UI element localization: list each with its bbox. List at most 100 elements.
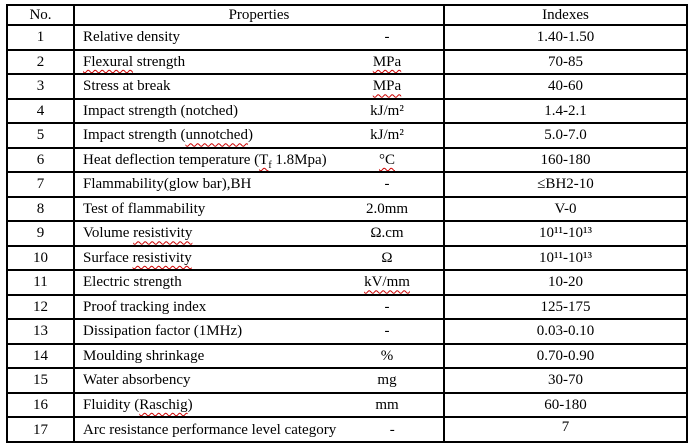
- property-cell: Volume resistivity Ω.cm: [73, 220, 445, 247]
- property-cell: Relative density -: [73, 24, 445, 51]
- property-name: Flexural strength: [83, 53, 186, 70]
- property-cell: Test of flammability 2.0mm: [73, 195, 445, 223]
- table-row: 8 Test of flammability 2.0mm V-0: [6, 195, 688, 223]
- property-unit: -: [389, 421, 395, 438]
- index-value: 30-70: [443, 367, 688, 394]
- property-name: Flammability(glow bar),BH: [83, 176, 252, 193]
- index-value: 160-180: [443, 146, 688, 174]
- col-header-properties: Properties: [73, 4, 445, 26]
- table-row: 1 Relative density - 1.40-1.50: [6, 24, 688, 51]
- property-name: Proof tracking index: [83, 298, 207, 315]
- row-number: 5: [6, 122, 75, 149]
- col-header-indexes: Indexes: [443, 4, 688, 26]
- row-number: 2: [6, 48, 75, 76]
- table-row: 3 Stress at break MPa 40-60: [6, 73, 688, 100]
- index-value: 1.40-1.50: [443, 24, 688, 51]
- property-unit: %: [380, 347, 394, 364]
- property-cell: Impact strength (unnotched) kJ/m²: [73, 122, 445, 149]
- property-cell: Moulding shrinkage %: [73, 342, 445, 370]
- table-row: 9 Volume resistivity Ω.cm 10¹¹-10¹³: [6, 220, 688, 247]
- property-name: Water absorbency: [83, 372, 191, 389]
- property-cell: Arc resistance performance level categor…: [73, 416, 445, 443]
- row-number: 14: [6, 342, 75, 370]
- property-name: Volume resistivity: [83, 225, 193, 242]
- property-cell: Water absorbency mg: [73, 367, 445, 394]
- property-cell: Surface resistivity Ω: [73, 244, 445, 272]
- row-number: 16: [6, 391, 75, 419]
- property-unit: -: [384, 176, 390, 193]
- row-number: 7: [6, 171, 75, 198]
- table-row: 6 Heat deflection temperature (Tf 1.8Mpa…: [6, 146, 688, 174]
- property-name: Moulding shrinkage: [83, 347, 205, 364]
- index-value: 10-20: [443, 269, 688, 296]
- header-row: No. Properties Indexes: [6, 4, 688, 26]
- index-value: 1.4-2.1: [443, 97, 688, 125]
- table-row: 4 Impact strength (notched) kJ/m² 1.4-2.…: [6, 97, 688, 125]
- property-name: Electric strength: [83, 274, 182, 291]
- property-name: Heat deflection temperature (Tf 1.8Mpa): [83, 151, 327, 171]
- table-row: 10 Surface resistivity Ω 10¹¹-10¹³: [6, 244, 688, 272]
- table-row: 12 Proof tracking index - 125-175: [6, 293, 688, 321]
- misspelled-word: resistivity: [132, 249, 192, 266]
- table-row: 2 Flexural strength MPa 70-85: [6, 48, 688, 76]
- property-unit: MPa: [372, 53, 402, 70]
- property-name: Dissipation factor (1MHz): [83, 323, 243, 340]
- index-value: 10¹¹-10¹³: [443, 220, 688, 247]
- row-number: 4: [6, 97, 75, 125]
- property-name: Test of flammability: [83, 200, 206, 217]
- index-value: 60-180: [443, 391, 688, 419]
- misspelled-word: unnotched: [185, 127, 248, 144]
- row-number: 1: [6, 24, 75, 51]
- index-value: 40-60: [443, 73, 688, 100]
- index-value: 5.0-7.0: [443, 122, 688, 149]
- col-header-no: No.: [6, 4, 75, 26]
- table-row: 13 Dissipation factor (1MHz) - 0.03-0.10: [6, 318, 688, 345]
- property-unit: kJ/m²: [370, 127, 404, 144]
- property-cell: Electric strength kV/mm: [73, 269, 445, 296]
- property-name: Stress at break: [83, 78, 171, 95]
- property-unit: MPa: [372, 78, 402, 95]
- index-value: 7: [443, 416, 688, 443]
- property-unit: 2.0mm: [365, 200, 409, 217]
- table-row: 16 Fluidity (Raschig) mm 60-180: [6, 391, 688, 419]
- index-value: 10¹¹-10¹³: [443, 244, 688, 272]
- property-unit: kV/mm: [364, 274, 410, 291]
- property-unit: mg: [377, 372, 397, 389]
- index-value: ≤BH2-10: [443, 171, 688, 198]
- row-number: 13: [6, 318, 75, 345]
- misspelled-word: resistivity: [133, 225, 193, 242]
- table-row: 11 Electric strength kV/mm 10-20: [6, 269, 688, 296]
- row-number: 11: [6, 269, 75, 296]
- property-unit: mm: [375, 396, 399, 413]
- property-name: Fluidity (Raschig): [83, 396, 193, 413]
- index-value: 0.03-0.10: [443, 318, 688, 345]
- table-row: 14 Moulding shrinkage % 0.70-0.90: [6, 342, 688, 370]
- misspelled-word: Flexural: [83, 53, 133, 70]
- property-unit: -: [384, 298, 390, 315]
- row-number: 17: [6, 416, 75, 443]
- properties-table: No. Properties Indexes 1 Relative densit…: [6, 4, 688, 443]
- row-number: 3: [6, 73, 75, 100]
- property-cell: Fluidity (Raschig) mm: [73, 391, 445, 419]
- index-value: 0.70-0.90: [443, 342, 688, 370]
- property-cell: Flammability(glow bar),BH -: [73, 171, 445, 198]
- property-name: Arc resistance performance level categor…: [83, 421, 337, 438]
- misspelled-word: Raschig: [139, 396, 188, 413]
- property-cell: Flexural strength MPa: [73, 48, 445, 76]
- property-unit: kJ/m²: [370, 102, 404, 119]
- property-unit: Ω: [381, 249, 393, 266]
- property-unit: -: [384, 29, 390, 46]
- property-name: Impact strength (unnotched): [83, 127, 253, 144]
- index-value: 70-85: [443, 48, 688, 76]
- property-cell: Proof tracking index -: [73, 293, 445, 321]
- row-number: 12: [6, 293, 75, 321]
- row-number: 9: [6, 220, 75, 247]
- property-name: Surface resistivity: [83, 249, 192, 266]
- row-number: 8: [6, 195, 75, 223]
- index-value: V-0: [443, 195, 688, 223]
- property-cell: Stress at break MPa: [73, 73, 445, 100]
- property-cell: Impact strength (notched) kJ/m²: [73, 97, 445, 125]
- property-cell: Heat deflection temperature (Tf 1.8Mpa) …: [73, 146, 445, 174]
- row-number: 15: [6, 367, 75, 394]
